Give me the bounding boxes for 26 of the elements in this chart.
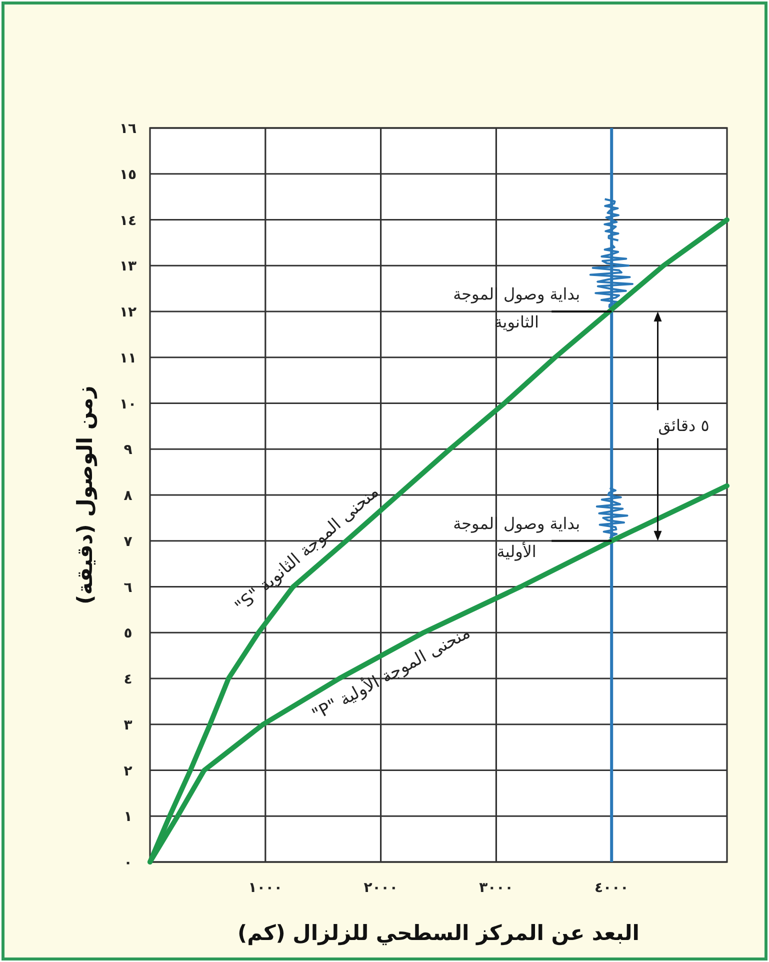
y-tick-label: ١٦	[119, 121, 137, 137]
x-tick-label: ٤٠٠٠	[594, 880, 629, 896]
x-axis-title: البعد عن المركز السطحي للزلزال (كم)	[238, 921, 640, 946]
y-tick-label: ٨	[124, 488, 133, 504]
y-tick-label: ٣	[124, 717, 133, 734]
y-axis-title: زمن الوصول (دقيقة)	[73, 386, 98, 604]
y-tick-label: ٧	[124, 534, 133, 550]
text: منحنى الموجة الأولية "P"	[308, 621, 474, 726]
y-tick-label: ٤	[124, 672, 132, 688]
y-tick-label: ١٢	[119, 304, 137, 320]
y-tick-label: ١٤	[119, 212, 137, 229]
y-tick-label: ٥	[124, 626, 132, 642]
annotation: ٥ دقائق	[658, 416, 710, 436]
y-tick-label: ١٥	[119, 166, 137, 183]
y-tick-label: ٠	[124, 855, 132, 871]
x-tick-label: ١٠٠٠	[248, 880, 282, 896]
y-tick-label: ٢	[124, 763, 133, 780]
x-tick-label: ٣٠٠٠	[479, 880, 514, 896]
text: منحنى الموجة الثانوية "S"	[231, 482, 383, 617]
y-tick-label: ٦	[124, 580, 133, 596]
y-tick-label: ١٠	[119, 396, 137, 412]
y-tick-label: ١	[124, 809, 132, 826]
y-tick-label: ١٣	[119, 258, 137, 275]
y-tick-label: ١١	[119, 350, 137, 366]
y-tick-label: ٩	[124, 442, 133, 458]
x-tick-label: ٢٠٠٠	[364, 880, 398, 896]
